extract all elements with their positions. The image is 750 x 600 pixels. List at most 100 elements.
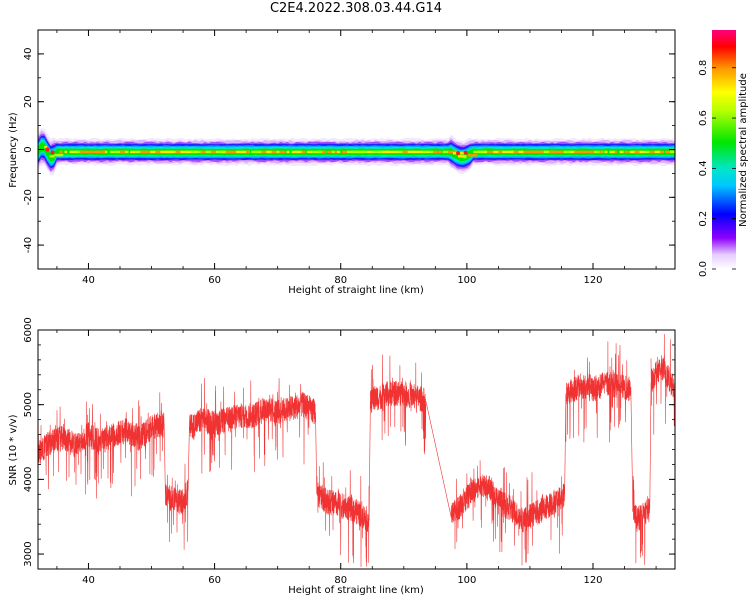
spectrogram-band-core [367, 150, 374, 154]
spectrogram-band-core [246, 150, 250, 154]
spectrogram-band-core [478, 150, 488, 154]
spectrogram-band-core [225, 150, 236, 154]
spectrogram-band-core [523, 150, 534, 154]
spectrogram-band-core [175, 150, 183, 154]
spectrogram-band-core [286, 150, 290, 154]
colorbar-tick-label: 0.2 [698, 211, 709, 227]
spectrogram-band-core [266, 150, 273, 154]
spectrogram-hotspot [456, 151, 461, 156]
spectrogram-xtick-label: 100 [457, 275, 476, 286]
spectrogram-band-core [468, 154, 478, 157]
spectrogram-band-core [473, 150, 483, 154]
spectrogram-band-core [644, 150, 650, 154]
chart-title: C2E4.2022.308.03.44.G14 [269, 1, 443, 16]
spectrogram-band-core [236, 150, 244, 154]
spectrogram-band-core [79, 150, 88, 154]
spectrogram-band-core [256, 150, 260, 154]
spectrogram-band-core [321, 150, 327, 154]
spectrogram-band-core [675, 151, 683, 153]
spectrogram-band-core [589, 150, 595, 154]
spectrogram-band-core [306, 150, 312, 154]
spectrogram-band-core [664, 150, 675, 154]
spectrogram-band-core [316, 150, 325, 154]
snr-xtick-label: 80 [334, 575, 347, 586]
spectrogram-band-core [372, 150, 383, 154]
snr-x-ticks: 40 60 80 100 120 [56, 330, 657, 586]
spectrogram-xtick-label: 40 [82, 275, 95, 286]
spectrogram-band-core [579, 150, 585, 154]
spectrogram-ytick-label: 20 [23, 95, 34, 108]
spectrogram-band-core [301, 150, 306, 154]
spectrogram-band-core [296, 150, 303, 154]
spectrogram-xtick-label: 120 [583, 275, 602, 286]
spectrogram-band-core [59, 150, 63, 154]
spectrogram-band-core [670, 150, 675, 154]
spectrogram-band-core [54, 153, 64, 157]
snr-line-connector [315, 412, 318, 495]
spectrogram-band-core [140, 150, 147, 154]
spectrogram-band-core [241, 150, 250, 154]
snr-line-connector [187, 427, 190, 491]
snr-line-segment [370, 354, 427, 455]
spectrogram-band-core [109, 150, 118, 154]
spectrogram-band [38, 128, 683, 176]
spectrogram-band-core [165, 150, 173, 154]
spectrogram-band-core [331, 150, 335, 154]
colorbar: 0.0 0.2 0.4 0.6 0.8 Normalized spectral ampl… [698, 30, 749, 277]
spectrogram-band-core [412, 150, 419, 154]
spectrogram-band-core [145, 150, 152, 154]
spectrogram-band-core [427, 150, 434, 154]
spectrogram-band-core [336, 150, 341, 154]
spectrogram-band-core [458, 155, 467, 158]
spectrogram-hotspot [45, 147, 50, 152]
spectrogram-band-core [104, 150, 108, 154]
spectrogram-x-ticks: 40 60 80 100 120 [56, 30, 657, 286]
spectrogram-xtick-label: 80 [334, 275, 347, 286]
snr-line-segment [650, 333, 675, 435]
spectrogram-band-core [74, 150, 83, 154]
spectrogram-hotspot [50, 150, 55, 155]
spectrogram-x-label: Height of straight line (km) [288, 285, 424, 296]
snr-line-segment [632, 476, 650, 565]
snr-xtick-label: 120 [583, 575, 602, 586]
spectrogram-band-core [281, 150, 286, 154]
spectrogram-band-core [654, 150, 662, 154]
spectrogram-band-core [483, 150, 487, 154]
snr-line-connector [564, 393, 567, 495]
spectrogram-band-core [94, 150, 105, 154]
spectrogram-band-core [569, 150, 577, 154]
spectrogram-y-ticks: 40 20 0 -20 -40 [23, 29, 675, 270]
spectrogram-band-core [387, 150, 394, 154]
spectrogram-band-core [432, 150, 438, 154]
spectrogram-band-core [422, 150, 426, 154]
spectrogram-band-core [604, 150, 608, 154]
spectrogram-panel: 40 60 80 100 120 40 20 0 -20 -40 Height of strai… [8, 29, 683, 296]
spectrogram-ytick-label: -20 [23, 189, 34, 205]
snr-xtick-label: 40 [82, 575, 95, 586]
spectrogram-band-core [357, 150, 360, 154]
spectrogram-band-core [619, 150, 624, 154]
spectrogram-band-core [448, 150, 458, 154]
snr-xtick-label: 60 [208, 575, 221, 586]
spectrogram-band-core [508, 150, 516, 154]
snr-series [38, 333, 675, 568]
colorbar-tick-label: 0.0 [698, 261, 709, 277]
colorbar-ticks: 0.0 0.2 0.4 0.6 0.8 [698, 60, 736, 277]
spectrogram-band-core [69, 150, 80, 154]
snr-xtick-label: 100 [457, 575, 476, 586]
spectrogram-band-core [291, 150, 299, 154]
colorbar-tick-label: 0.4 [698, 160, 709, 176]
spectrogram-band-core [362, 150, 369, 154]
spectrogram-band-core [99, 150, 107, 154]
snr-line-segment [165, 463, 189, 550]
snr-ytick-label: 6000 [23, 317, 34, 342]
snr-line-segment [316, 462, 370, 568]
colorbar-label: Normalized spectral amplitude [738, 73, 749, 227]
spectrogram-band-core [442, 150, 449, 154]
spectrogram-band-core [559, 150, 563, 154]
spectrogram-xtick-label: 60 [208, 275, 221, 286]
spectrogram-band-core [231, 150, 241, 154]
spectrogram-band-core [382, 150, 389, 154]
colorbar-scale [712, 30, 736, 269]
